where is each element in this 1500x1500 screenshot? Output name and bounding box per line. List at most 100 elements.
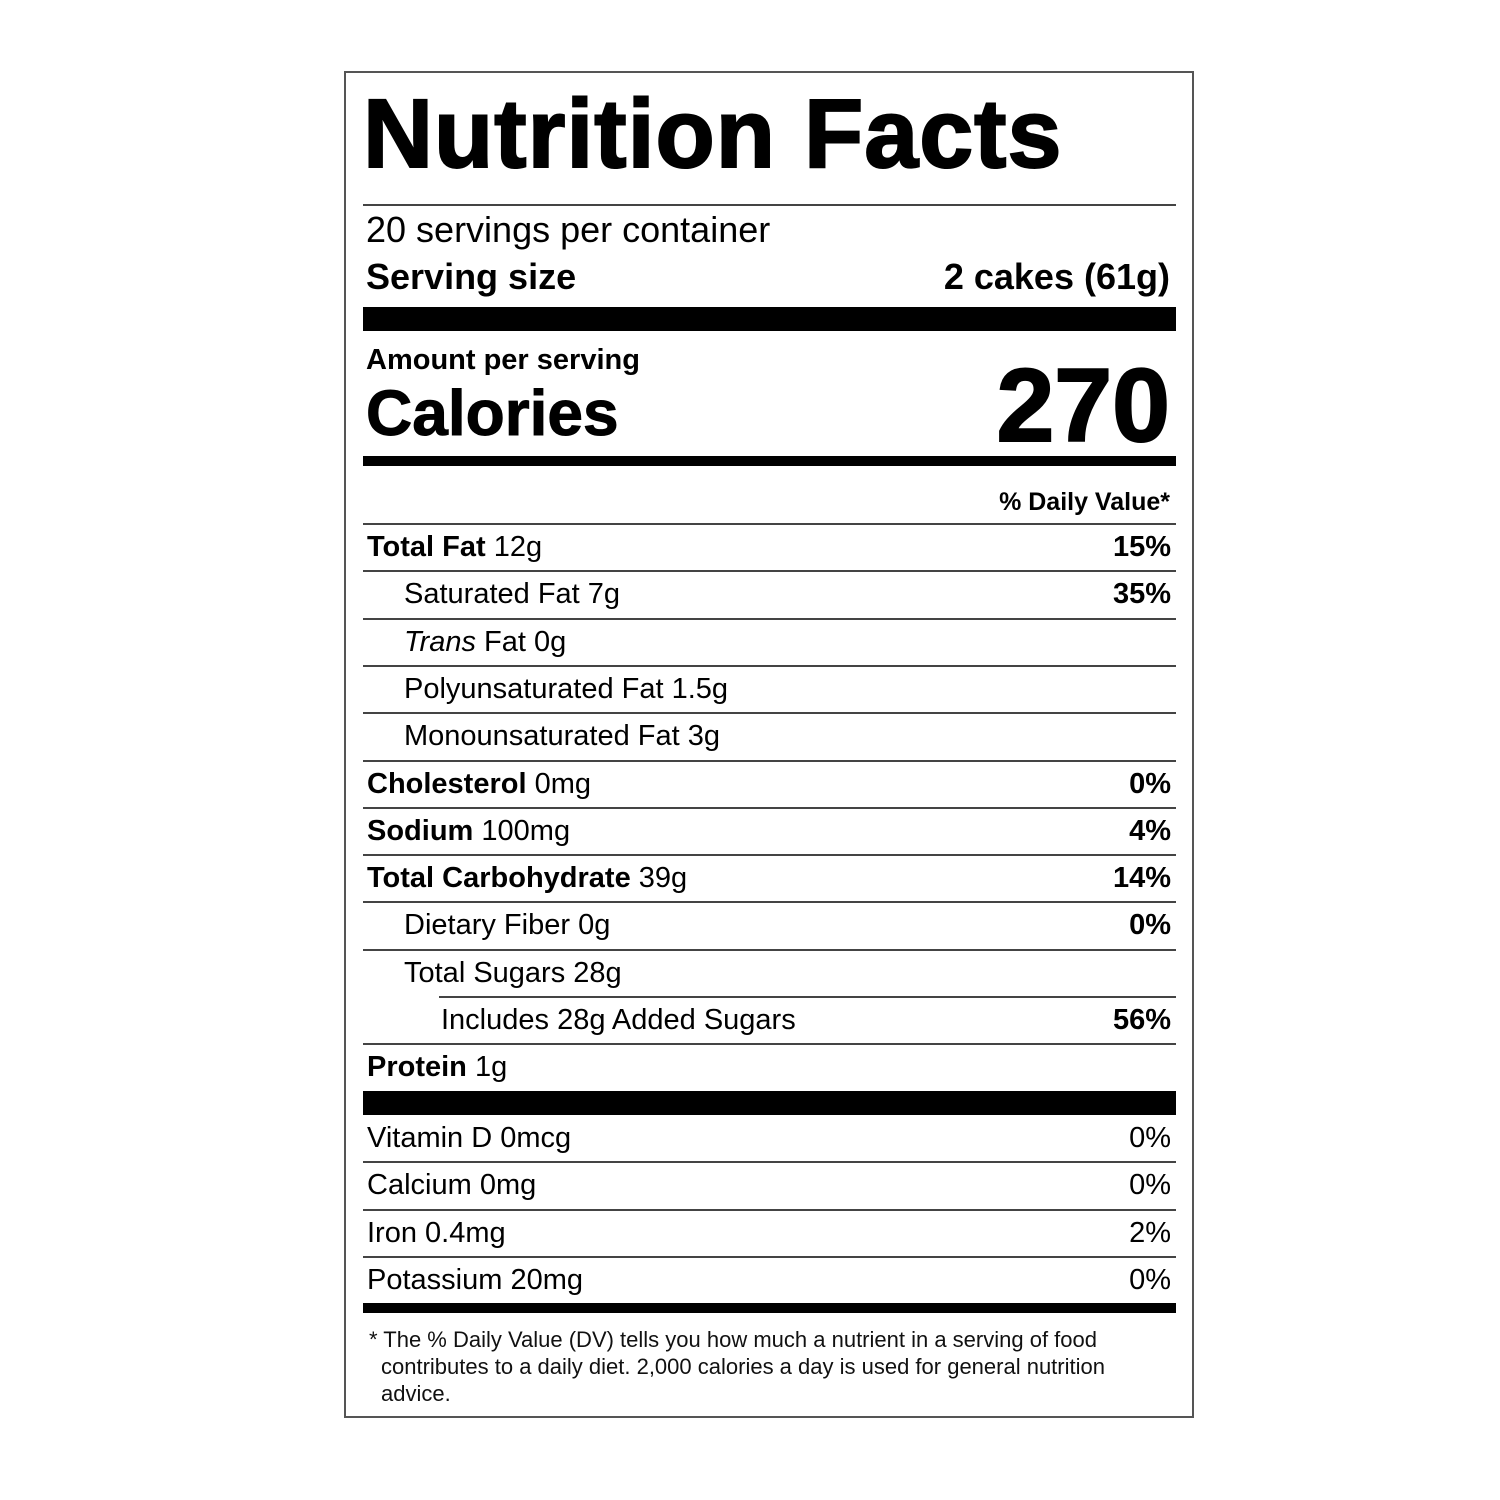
- daily-value: 0%: [1129, 1263, 1171, 1296]
- nutrient-amount: 7g: [587, 578, 621, 611]
- amount-per-serving: Amount per serving: [366, 344, 640, 376]
- vitamin-row: Vitamin D 0mcg 0%: [363, 1115, 1176, 1162]
- nutrient-name: Fat: [484, 625, 526, 658]
- nutrient-name: Total Sugars: [404, 956, 566, 989]
- nutrient-amount: 0g: [578, 909, 611, 942]
- nutrient-row: Saturated Fat 7g 35%: [363, 570, 1176, 618]
- calories-value: 270: [995, 348, 1171, 464]
- nutrient-row: Total Fat 12g 15%: [363, 523, 1176, 571]
- title: Nutrition Facts: [362, 79, 1063, 188]
- nutrient-text: Vitamin D 0mcg: [367, 1115, 571, 1162]
- nutrient-row: Monounsaturated Fat 3g: [363, 712, 1176, 760]
- divider: [363, 204, 1176, 206]
- nutrient-text: Dietary Fiber 0g: [404, 902, 610, 949]
- nutrient-name: Saturated Fat: [404, 578, 580, 611]
- nutrient-row: Sodium 100mg 4%: [363, 806, 1176, 855]
- nutrient-row: Dietary Fiber 0g 0%: [363, 901, 1176, 949]
- daily-value: 15%: [1112, 531, 1171, 563]
- nutrient-text: Monounsaturated Fat 3g: [404, 713, 720, 760]
- nutrient-amount: 28g: [573, 956, 622, 989]
- calories-label: Calories: [366, 377, 620, 449]
- nutrient-amount: 0mcg: [500, 1122, 572, 1154]
- servings: 20 servings per container: [366, 209, 771, 250]
- nutrient-text: Iron 0.4mg: [367, 1210, 506, 1257]
- nutrient-name: Iron: [367, 1216, 417, 1249]
- nutrient-row: Polyunsaturated Fat 1.5g: [363, 664, 1176, 713]
- daily-value-header: % Daily Value*: [999, 488, 1170, 516]
- daily-value: 4%: [1129, 814, 1171, 847]
- nutrient-amount: 20mg: [510, 1263, 583, 1296]
- row-divider: [363, 854, 1176, 857]
- nutrient-amount: 0.4mg: [425, 1216, 506, 1249]
- daily-value: 0%: [1129, 1122, 1171, 1154]
- nutrient-amount: 0mg: [479, 1169, 537, 1202]
- daily-value: 56%: [1112, 1004, 1171, 1036]
- vitamin-row: Iron 0.4mg 2%: [363, 1208, 1176, 1257]
- nutrient-text: Polyunsaturated Fat 1.5g: [404, 666, 728, 713]
- medium-bar: [363, 1303, 1176, 1313]
- nutrient-name: Dietary Fiber: [404, 909, 570, 942]
- row-divider: [363, 759, 1176, 762]
- nutrient-row: Total Carbohydrate 39g 14%: [363, 854, 1176, 902]
- nutrient-row: Protein 1g: [363, 1043, 1176, 1091]
- row-divider: [363, 948, 1176, 951]
- nutrient-name: Vitamin D: [367, 1122, 493, 1154]
- nutrient-amount: 12g: [493, 531, 543, 563]
- nutrient-name: Calcium: [367, 1169, 472, 1202]
- nutrient-text: Saturated Fat 7g: [404, 571, 620, 618]
- row-divider: [363, 1255, 1176, 1258]
- daily-value: 0%: [1129, 909, 1171, 942]
- nutrient-row: Includes 28g Added Sugars 56%: [363, 996, 1176, 1044]
- nutrient-name: Total Fat: [367, 531, 486, 563]
- row-divider: [363, 664, 1176, 667]
- thick-bar: [363, 1091, 1176, 1115]
- serving-size-label: Serving size: [366, 256, 577, 297]
- nutrient-name: Protein: [367, 1051, 467, 1084]
- nutrient-amount: 0g: [534, 625, 567, 658]
- nutrient-row: Total Sugars 28g: [363, 948, 1176, 997]
- nutrient-name: Includes 28g Added Sugars: [441, 1004, 796, 1036]
- nutrient-text: Total Carbohydrate 39g: [367, 855, 687, 902]
- serving-size-value: 2 cakes (61g): [943, 256, 1170, 297]
- daily-value: 35%: [1112, 578, 1171, 611]
- nutrient-text: Trans Fat 0g: [404, 619, 566, 666]
- thick-bar: [363, 307, 1176, 331]
- daily-value: 14%: [1112, 862, 1171, 895]
- row-divider: [439, 996, 1176, 998]
- nutrient-row: Trans Fat 0g: [363, 617, 1176, 666]
- vitamin-row: Potassium 20mg 0%: [363, 1255, 1176, 1304]
- nutrient-amount: 0mg: [534, 767, 592, 800]
- row-divider: [363, 806, 1176, 809]
- nutrient-name: Cholesterol: [367, 767, 527, 800]
- nutrient-amount: 100mg: [481, 814, 571, 847]
- daily-value: 0%: [1129, 1169, 1171, 1202]
- nutrient-name: Sodium: [367, 814, 474, 847]
- nutrient-amount: 3g: [687, 720, 720, 753]
- nutrient-amount: 1g: [474, 1051, 508, 1084]
- row-divider: [363, 712, 1176, 715]
- nutrient-row: Cholesterol 0mg 0%: [363, 759, 1176, 808]
- daily-value: 0%: [1129, 767, 1171, 800]
- nutrient-name-italic: Trans: [404, 625, 476, 658]
- nutrition-label: Nutrition Facts 20 servings per containe…: [344, 71, 1194, 1418]
- nutrient-text: Total Sugars 28g: [404, 950, 622, 997]
- nutrient-text: Calcium 0mg: [367, 1162, 536, 1209]
- row-divider: [363, 1043, 1176, 1046]
- medium-bar: [363, 456, 1176, 466]
- vitamin-row: Calcium 0mg 0%: [363, 1161, 1176, 1209]
- nutrient-text: Protein 1g: [367, 1044, 507, 1091]
- nutrient-name: Total Carbohydrate: [367, 862, 631, 895]
- nutrient-text: Sodium 100mg: [367, 808, 570, 855]
- footnote: * The % Daily Value (DV) tells you how m…: [369, 1327, 1105, 1406]
- nutrient-text: Includes 28g Added Sugars: [441, 997, 796, 1044]
- nutrient-text: Potassium 20mg: [367, 1257, 583, 1304]
- row-divider: [363, 570, 1176, 573]
- row-divider: [363, 1208, 1176, 1211]
- daily-value: 2%: [1129, 1216, 1171, 1249]
- row-divider: [363, 523, 1176, 525]
- nutrient-amount: 39g: [638, 862, 688, 895]
- row-divider: [363, 617, 1176, 620]
- row-divider: [363, 1161, 1176, 1164]
- nutrient-text: Cholesterol 0mg: [367, 761, 591, 808]
